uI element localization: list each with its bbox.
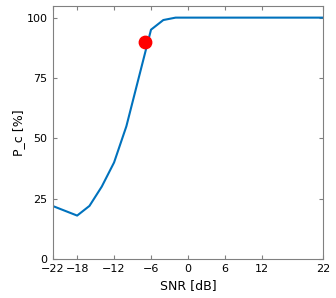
Y-axis label: P_c [%]: P_c [%] — [12, 109, 25, 156]
Point — [142, 39, 148, 44]
X-axis label: SNR [dB]: SNR [dB] — [160, 280, 216, 292]
